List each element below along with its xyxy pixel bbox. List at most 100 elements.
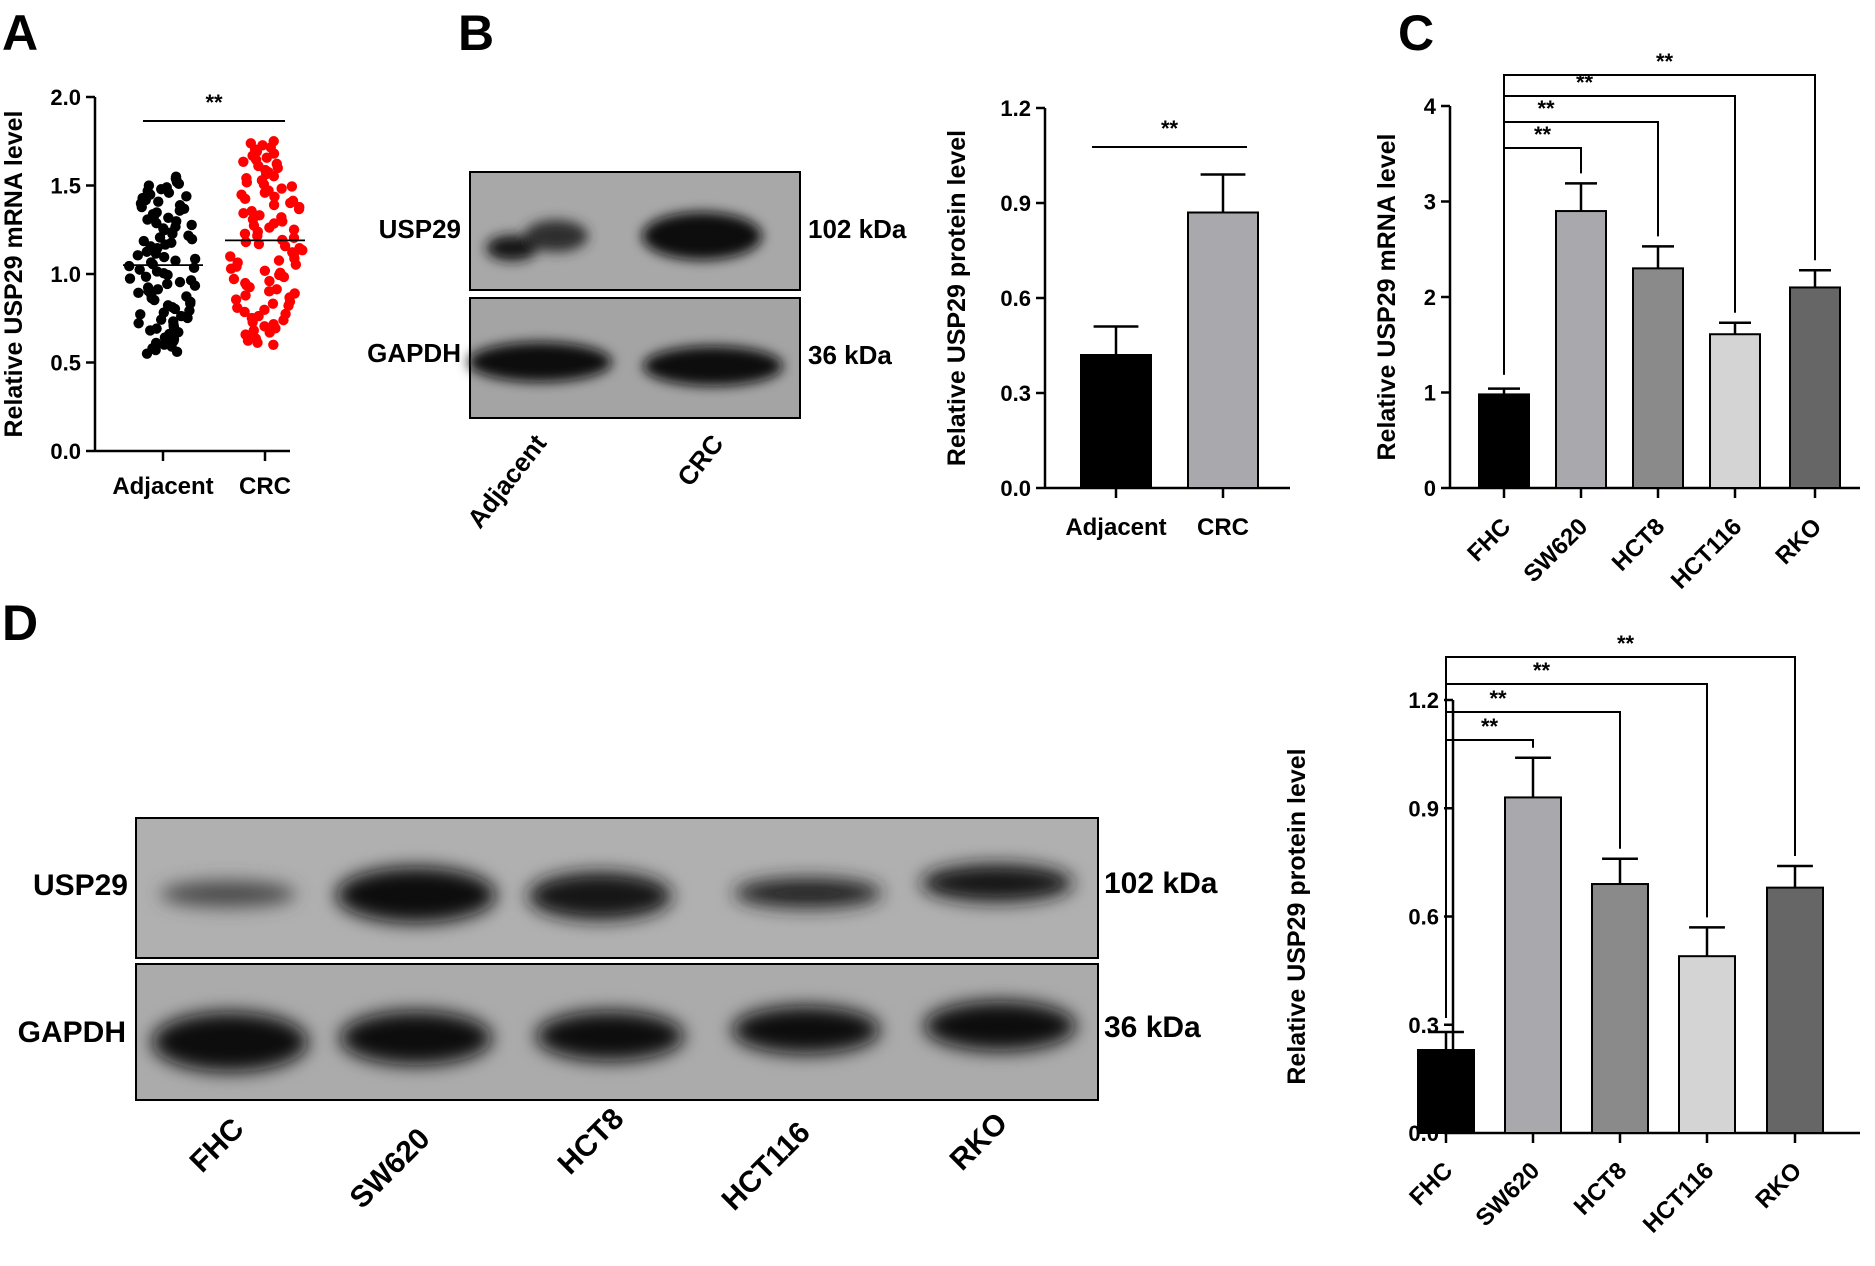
chart-a-point-adjacent [189, 253, 201, 265]
panel-label-c: C [1398, 5, 1434, 61]
chart-a-point-crc [248, 325, 260, 336]
blot-d-size-gapdh: 36 kDa [1104, 1011, 1201, 1044]
chart-c-bar-fhc [1478, 393, 1530, 489]
chart-c-x-label-fhc: FHC [1462, 513, 1516, 567]
chart-a-point-adjacent [170, 216, 182, 227]
chart-a-point-crc [268, 136, 279, 147]
chart-a-point-adjacent [135, 309, 146, 320]
chart-c-x-label-hct116: HCT116 [1666, 513, 1747, 594]
chart-a-point-crc [225, 251, 236, 262]
chart-a-point-adjacent [153, 196, 164, 207]
chart-d-sig-label-hct116: ** [1533, 658, 1551, 683]
chart-c-y-axis-label: Relative USP29 mRNA level [1373, 133, 1401, 460]
chart-a-point-crc [273, 255, 285, 266]
chart-a-point-adjacent [168, 316, 179, 327]
chart-d-sig-label-sw620: ** [1481, 714, 1499, 739]
chart-c-bar-rko [1789, 286, 1841, 490]
chart-a-point-crc [228, 273, 240, 285]
chart-a-point-crc [257, 140, 268, 151]
chart-a-point-adjacent [143, 180, 155, 191]
chart-d-x-label-sw620: SW620 [1470, 1157, 1545, 1232]
chart-d-bar-hct116 [1678, 955, 1736, 1134]
chart-a-point-adjacent [174, 200, 186, 211]
blot-d-size-usp29: 102 kDa [1104, 867, 1218, 900]
chart-d-sig-label-rko: ** [1617, 631, 1635, 656]
chart-a-point-adjacent [170, 255, 181, 266]
chart-a-point-adjacent [163, 212, 174, 223]
chart-a-point-adjacent [132, 250, 144, 261]
blot-b-row-usp29: USP29 [379, 214, 461, 244]
chart-b-y-tick-label: 1.2 [1000, 96, 1031, 121]
chart-a-point-crc [271, 284, 282, 295]
chart-a-point-crc [268, 319, 279, 330]
panel-label-b: B [458, 5, 494, 61]
chart-a-point-crc [238, 208, 249, 219]
chart-d-y-axis-label: Relative USP29 protein level [1283, 748, 1311, 1084]
chart-c-bar-sw620 [1555, 210, 1607, 490]
chart-a-point-adjacent [174, 276, 186, 288]
chart-a-point-crc [241, 173, 252, 184]
blot-d-row-usp29: USP29 [33, 869, 128, 902]
chart-d-x-label-rko: RKO [1750, 1157, 1807, 1214]
chart-a-point-crc [267, 298, 279, 309]
chart-c-sig-label-hct116: ** [1576, 70, 1594, 95]
blot-b-lane-crc: CRC [671, 429, 729, 492]
blot-d-band-usp29-hct116 [734, 878, 882, 908]
chart-d-y-tick-label: 0.6 [1408, 905, 1439, 930]
blot-b-band-usp29-adjacent-a [486, 235, 538, 261]
chart-a-point-crc [240, 329, 251, 340]
blot-d-lane-hct8: HCT8 [552, 1102, 631, 1181]
chart-a-point-adjacent [175, 310, 187, 322]
chart-d-x-label-hct8: HCT8 [1569, 1157, 1632, 1220]
blot-d-band-gapdh-hct8 [536, 1011, 684, 1061]
chart-a-point-adjacent [133, 318, 144, 329]
chart-a-point-crc [245, 138, 257, 149]
chart-c-bar-hct8 [1632, 267, 1684, 489]
chart-a-y-axis-label: Relative USP29 mRNA level [0, 110, 28, 437]
chart-a-point-adjacent [150, 337, 162, 349]
chart-a-point-adjacent [140, 271, 152, 282]
chart-a-point-crc [240, 277, 251, 289]
panel-label-a: A [2, 5, 38, 61]
blot-d-band-gapdh-sw620 [340, 1011, 492, 1065]
chart-a-point-crc [264, 275, 275, 287]
chart-d-y-tick-label: 1.2 [1408, 688, 1439, 713]
chart-a-point-adjacent [162, 278, 173, 290]
chart-a-point-crc [276, 183, 287, 194]
chart-b-bars: 0.0 0.3 0.6 0.9 1.2 Relative USP29 protein le… [943, 96, 1290, 541]
chart-a-point-adjacent [170, 171, 182, 182]
chart-b-bar-adjacent [1080, 354, 1152, 489]
chart-a-point-adjacent [134, 264, 145, 275]
blot-b-size-usp29: 102 kDa [808, 214, 907, 244]
chart-a-point-crc [259, 265, 271, 276]
chart-b-y-tick-label: 0.9 [1000, 191, 1031, 216]
chart-c-sig-bracket-rko [1503, 74, 1816, 375]
chart-b-x-label-crc: CRC [1197, 514, 1249, 541]
chart-b-sig-label: ** [1161, 116, 1179, 141]
chart-a-y-tick-label: 0.0 [50, 439, 81, 464]
chart-a-point-adjacent [181, 291, 192, 302]
chart-a-point-crc [268, 199, 280, 211]
chart-a-point-crc [287, 195, 299, 207]
chart-a-point-adjacent [151, 207, 162, 218]
chart-a-point-adjacent [188, 262, 200, 274]
chart-a-point-crc [280, 308, 291, 320]
chart-a-x-label-crc: CRC [239, 473, 291, 500]
chart-b-x-label-adjacent: Adjacent [1065, 514, 1166, 541]
chart-c-sig-label-hct8: ** [1537, 96, 1555, 121]
chart-a-point-crc [240, 290, 251, 301]
chart-a-point-crc [268, 218, 280, 229]
chart-a-scatter: 0.0 0.5 1.0 1.5 2.0 Relative USP29 mRNA level… [0, 85, 308, 500]
chart-d-y-tick-label: 0.3 [1408, 1013, 1439, 1038]
chart-a-point-adjacent [162, 300, 174, 311]
chart-a-point-adjacent [152, 284, 164, 295]
chart-d-bar-hct8 [1591, 883, 1649, 1135]
chart-a-point-crc [275, 267, 286, 279]
chart-a-point-adjacent [142, 282, 154, 293]
chart-a-point-adjacent [138, 235, 149, 247]
chart-b-y-tick-label: 0.6 [1000, 286, 1031, 311]
chart-c-sig-label-rko: ** [1656, 49, 1674, 74]
chart-c-y-tick-label: 0 [1424, 476, 1436, 501]
chart-a-y-tick-label: 1.5 [50, 174, 81, 199]
